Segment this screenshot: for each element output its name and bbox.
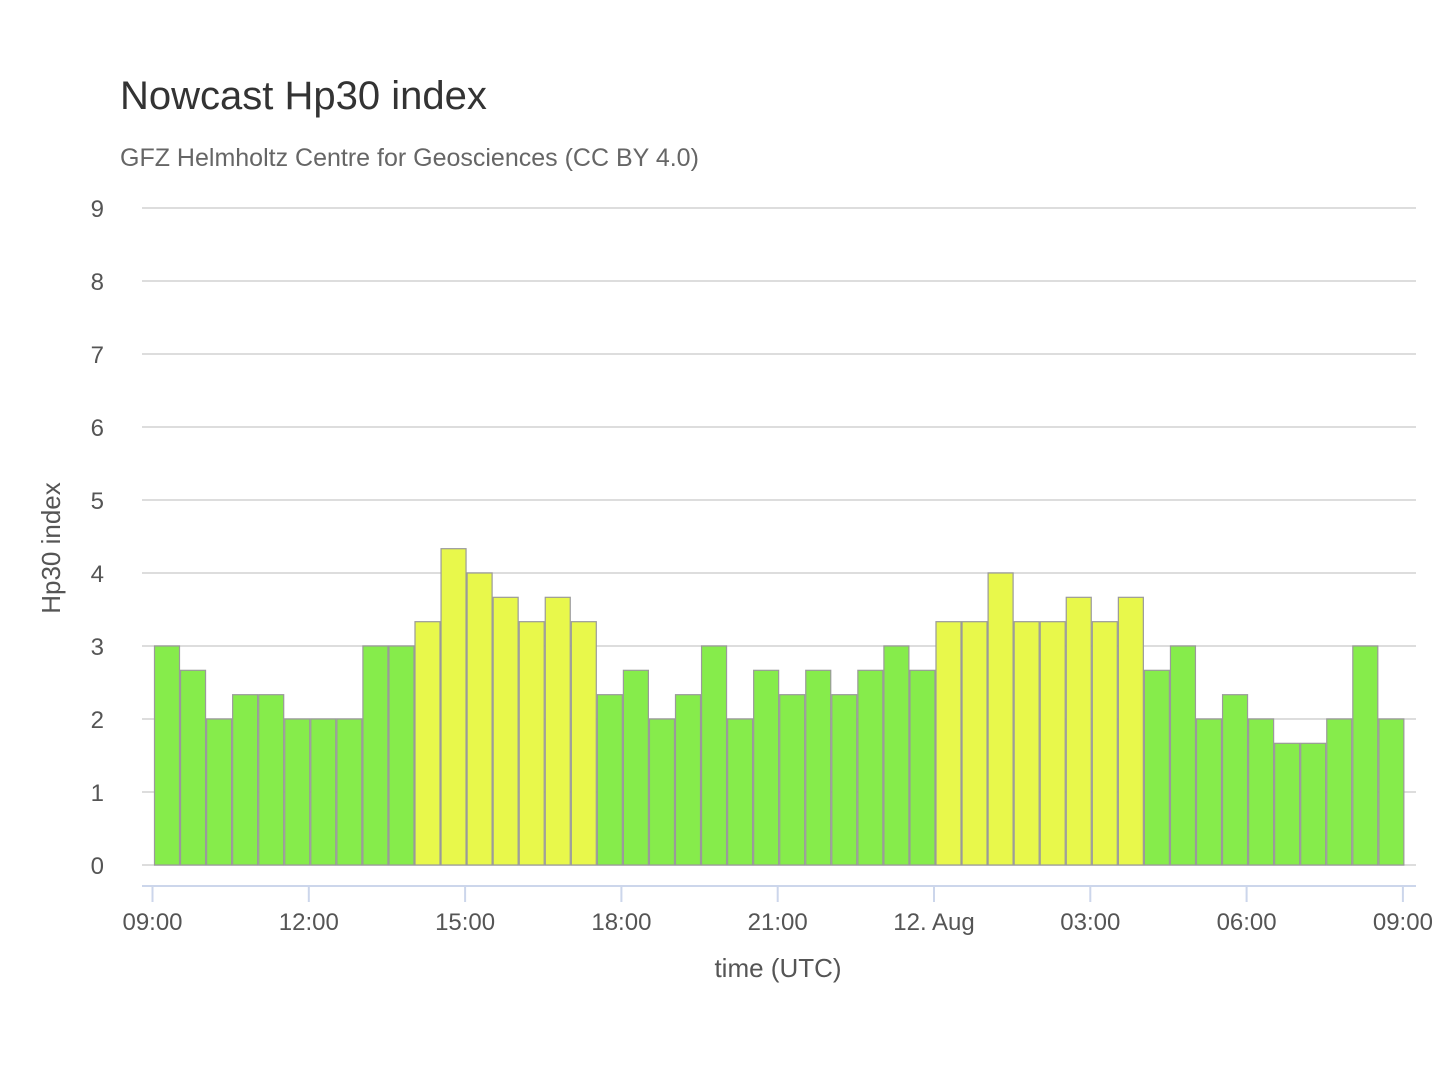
y-tick-label: 4	[91, 561, 104, 588]
bar[interactable]	[1039, 621, 1066, 866]
y-tick-label: 0	[91, 853, 104, 880]
bar[interactable]	[1221, 694, 1249, 866]
bar[interactable]	[883, 645, 910, 866]
bar[interactable]	[232, 694, 259, 866]
bar[interactable]	[622, 669, 650, 866]
bar[interactable]	[987, 572, 1014, 866]
bar[interactable]	[466, 572, 493, 866]
bar[interactable]	[700, 645, 728, 866]
bar[interactable]	[1247, 718, 1275, 866]
y-axis-title: Hp30 index	[36, 482, 66, 614]
x-tick-label: 09:00	[1373, 909, 1433, 936]
y-tick-label: 2	[91, 707, 104, 734]
axes: 0 1 2 3 4 5 6 7 8 9 09:00 12:00 15:00 18:00 21:00 12. A…	[91, 196, 1433, 936]
bar[interactable]	[336, 718, 363, 866]
bar[interactable]	[648, 718, 676, 866]
bar[interactable]	[805, 669, 832, 866]
chart-title: Nowcast Hp30 index	[120, 74, 487, 118]
bar[interactable]	[310, 718, 337, 866]
bar[interactable]	[674, 694, 702, 866]
bar[interactable]	[284, 718, 311, 866]
bar[interactable]	[1065, 596, 1092, 866]
bar[interactable]	[1091, 621, 1118, 866]
bar[interactable]	[1013, 621, 1040, 866]
bar[interactable]	[362, 645, 389, 866]
x-tick-label: 12:00	[279, 909, 339, 936]
bar[interactable]	[258, 694, 285, 866]
bar[interactable]	[857, 669, 884, 866]
bar[interactable]	[596, 694, 623, 866]
y-tick-label: 8	[91, 269, 104, 296]
bar[interactable]	[492, 596, 519, 866]
bar[interactable]	[1117, 596, 1144, 866]
bar[interactable]	[961, 621, 988, 866]
x-tick-label: 21:00	[748, 909, 808, 936]
bar[interactable]	[1326, 718, 1353, 866]
bar[interactable]	[388, 645, 415, 866]
bar[interactable]	[206, 718, 233, 866]
x-tick-label: 12. Aug	[893, 909, 974, 936]
bar[interactable]	[570, 621, 597, 866]
y-tick-label: 5	[91, 488, 104, 515]
bar[interactable]	[1352, 645, 1379, 866]
y-tick-label: 9	[91, 196, 104, 223]
bar[interactable]	[518, 621, 545, 866]
bar[interactable]	[831, 694, 858, 866]
x-tick-label: 15:00	[435, 909, 495, 936]
x-axis-title: time (UTC)	[714, 953, 841, 983]
bar[interactable]	[544, 596, 571, 866]
y-tick-label: 3	[91, 634, 104, 661]
chart-subtitle: GFZ Helmholtz Centre for Geosciences (CC…	[120, 144, 699, 172]
bar[interactable]	[726, 718, 754, 866]
y-tick-label: 7	[91, 342, 104, 369]
bar[interactable]	[753, 669, 780, 866]
bar[interactable]	[1195, 718, 1223, 866]
y-tick-label: 1	[91, 780, 104, 807]
bar[interactable]	[1169, 645, 1197, 866]
bar[interactable]	[414, 621, 441, 866]
bar[interactable]	[1300, 742, 1327, 866]
bar[interactable]	[1143, 669, 1171, 866]
bar[interactable]	[779, 694, 806, 866]
x-tick-label: 09:00	[122, 909, 182, 936]
x-tick-label: 03:00	[1060, 909, 1120, 936]
bar[interactable]	[909, 669, 936, 866]
bar[interactable]	[1274, 742, 1301, 866]
x-tick-label: 18:00	[591, 909, 651, 936]
bar[interactable]	[1378, 718, 1405, 866]
bar[interactable]	[935, 621, 962, 866]
bar[interactable]	[179, 669, 207, 866]
x-tick-label: 06:00	[1217, 909, 1277, 936]
bar-series	[153, 548, 1405, 866]
y-tick-label: 6	[91, 415, 104, 442]
bar[interactable]	[153, 645, 181, 866]
bar[interactable]	[440, 548, 467, 866]
